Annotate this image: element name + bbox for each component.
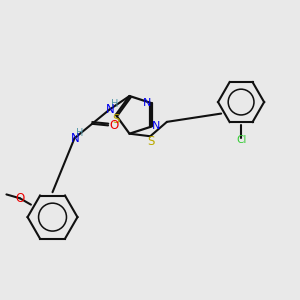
Text: O: O	[15, 192, 24, 205]
Text: H: H	[76, 128, 83, 138]
Text: N: N	[106, 103, 115, 116]
Text: H: H	[111, 99, 118, 109]
Text: S: S	[112, 113, 119, 127]
Text: S: S	[147, 135, 154, 148]
Text: O: O	[110, 119, 119, 132]
Text: N: N	[152, 121, 160, 131]
Text: N: N	[71, 132, 80, 145]
Text: N: N	[143, 98, 152, 108]
Text: Cl: Cl	[236, 135, 246, 145]
